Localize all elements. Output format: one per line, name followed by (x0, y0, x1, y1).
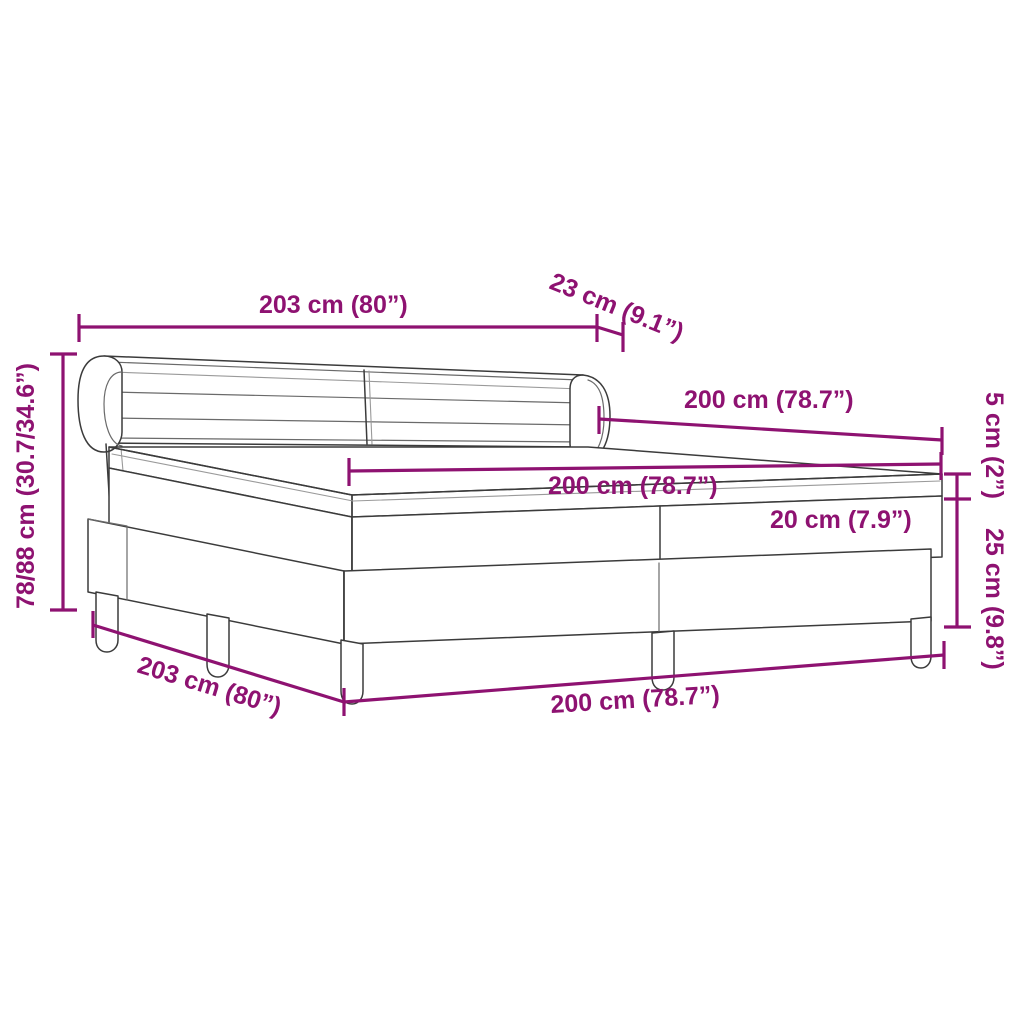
dim-headboard-width-label: 203 cm (80”) (259, 291, 408, 319)
leg-rear-right (910, 616, 932, 669)
dim-total-height: 78/88 cm (30.7/34.6”) (12, 352, 77, 612)
headboard-quilt-line-0 (111, 371, 582, 390)
headboard-left-roll (77, 355, 123, 453)
dim-base-width-label: 200 cm (78.7”) (550, 681, 721, 719)
dim-mattress-length-label: 200 cm (78.7”) (548, 472, 718, 500)
leg-front-center (340, 639, 364, 705)
dim-base-depth-line (92, 623, 345, 704)
dim-bed-length-upper: 200 cm (78.7”) (597, 386, 944, 455)
headboard-divider-shadow (368, 370, 373, 445)
dim-base-height: 25 cm (9.8”) (944, 499, 1008, 670)
headboard-quilt-line-2 (111, 417, 585, 426)
dim-length-upper-line (598, 417, 943, 442)
dim-mattress-length: 200 cm (78.7”) (347, 452, 943, 500)
dim-mattress-thickness-label: 20 cm (7.9”) (770, 506, 912, 534)
dim-mattress-thickness: 20 cm (7.9”) (770, 506, 912, 534)
headboard (77, 355, 611, 510)
dim-base-width-line (343, 653, 945, 704)
dim-overhang-label: 23 cm (9.1”) (546, 268, 688, 347)
base-box (87, 518, 932, 645)
dim-mattress-length-line (348, 462, 942, 473)
leg-mid-left (206, 613, 230, 678)
dim-headboard-overhang: 23 cm (9.1”) (546, 268, 688, 352)
dim-base-height-label: 25 cm (9.8”) (980, 528, 1008, 670)
topper-seam-right (352, 480, 941, 502)
dim-headboard-width: 203 cm (80”) (77, 291, 599, 342)
headboard-left-roll-inner (103, 371, 123, 447)
dim-topper-thickness-label: 5 cm (2”) (980, 392, 1008, 499)
leg-front-left (95, 591, 119, 653)
headboard-quilt-line-1 (111, 391, 583, 404)
base-notch (87, 518, 128, 601)
leg-front-right (651, 630, 675, 691)
dim-overhang-line (596, 325, 624, 337)
topper-seam-left (111, 453, 354, 502)
dim-total-height-label: 78/88 cm (30.7/34.6”) (12, 363, 40, 609)
dim-length-upper-label: 200 cm (78.7”) (684, 386, 854, 414)
bed-illustration (77, 355, 943, 705)
dim-base-width: 200 cm (78.7”) (343, 641, 946, 719)
dim-topper-thickness: 5 cm (2”) (944, 392, 1008, 501)
headboard-divider (363, 369, 368, 445)
